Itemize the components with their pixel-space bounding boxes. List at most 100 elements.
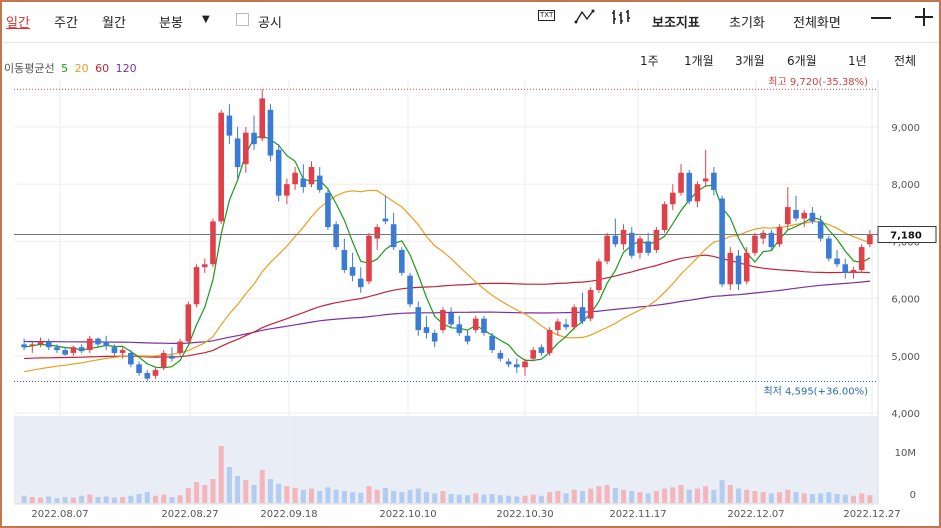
volume-bar [793,492,799,503]
current-price-label: 7,180 [890,231,922,242]
volume-bar [818,493,824,503]
candle-body [325,192,331,228]
volume-tick-label: 10M [895,448,916,459]
chart-type-icon[interactable] [610,8,632,30]
candle-body [21,344,27,348]
candle-body [234,138,241,168]
volume-bar [727,485,733,503]
volume-bar [481,494,487,503]
current-price-tag: 7,180 [877,226,937,244]
low-label: 최저 4,595(+36.00%) [763,386,868,398]
candle-body [637,238,643,253]
period-1w[interactable]: 1주 [640,54,659,68]
candle-body [160,352,167,368]
candle-body [817,221,824,239]
candle-body [842,264,849,273]
volume-bar [317,491,323,503]
volume-bar [850,495,856,503]
volume-bar [235,476,241,503]
ma-120-line [24,280,870,344]
candle-body [177,341,183,353]
drawing-tool-icon[interactable] [574,8,596,30]
tab-minute[interactable]: 분봉 [159,16,183,31]
grid [14,80,879,505]
candle-body [784,207,791,225]
candle-body [78,347,85,352]
candle-body [399,249,405,273]
volume-bar [834,494,840,503]
volume-bar [70,497,76,503]
candle-body [620,229,627,245]
volume-bar [752,491,758,503]
candle-body [267,109,274,156]
moving-average-lines [23,134,871,373]
aux-indicator-button[interactable]: 보조지표 [652,16,700,31]
volume-bar [621,489,627,503]
candle-body [850,270,857,273]
candle-body [136,364,142,373]
volume-bar [284,486,290,503]
minus-icon[interactable] [870,9,892,29]
volume-bar [276,483,282,503]
price-tick-label: 4,000 [891,409,920,420]
volume-bar [144,492,150,503]
candle-body [513,364,520,368]
candle-body [300,178,307,188]
candle-body [809,212,816,222]
tab-daily[interactable]: 일간 [6,16,30,31]
period-6m[interactable]: 6개월 [787,54,817,68]
volume-bar [54,498,60,503]
candle-body [341,249,348,270]
reset-button[interactable]: 초기화 [729,16,765,31]
volume-bar [563,493,569,503]
volume-bar [103,496,109,503]
period-1y[interactable]: 1년 [848,54,867,68]
volume-bar [333,489,339,503]
caret-down-icon[interactable]: ▼ [202,14,210,25]
candle-body [366,235,372,282]
date-tick-label: 2022.09.18 [260,509,317,520]
volume-bar [46,496,52,503]
candle-body [333,224,339,248]
candle-body [670,192,676,205]
volume-bar [226,467,232,503]
period-3m[interactable]: 3개월 [735,54,765,68]
period-all[interactable]: 전체 [894,54,917,68]
volume-bar [588,488,594,503]
volume-bar [809,494,815,503]
candle-body [292,172,298,185]
volume-bar [465,495,471,503]
plus-icon[interactable] [914,7,934,31]
candle-body [152,370,159,376]
volume-bar [579,491,585,503]
candle-body [382,218,389,222]
period-1m[interactable]: 1개월 [684,54,714,68]
date-tick-label: 2022.10.10 [379,509,436,520]
volume-bar [637,492,643,503]
volume-bar [111,497,117,503]
ma-120-label: 120 [115,62,137,75]
volume-bar [87,494,93,503]
candle-body [752,235,758,253]
fullscreen-button[interactable]: 전체화면 [793,16,841,31]
candle-body [489,335,495,351]
candle-body [587,290,594,319]
candle-body [834,258,840,265]
gongsi-checkbox[interactable] [236,13,249,26]
candle-body [316,175,323,190]
volume-bar [736,488,742,503]
candle-body [727,252,734,285]
volume-panel-bg [14,416,878,504]
volume-bar [292,488,298,503]
volume-bar [62,497,68,503]
ma-5-line [23,134,871,369]
volume-bar [777,492,783,503]
txt-icon[interactable]: TXT [538,10,556,21]
volume-bar [152,495,158,503]
tab-monthly[interactable]: 월간 [102,16,126,31]
tab-weekly[interactable]: 주간 [54,16,78,31]
candle-body [448,312,454,325]
volume-bar [859,493,865,503]
toolbar: 일간 주간 월간 분봉 ▼ 공시 TXT 보조지표 초기화 전체화면 [2,2,939,43]
